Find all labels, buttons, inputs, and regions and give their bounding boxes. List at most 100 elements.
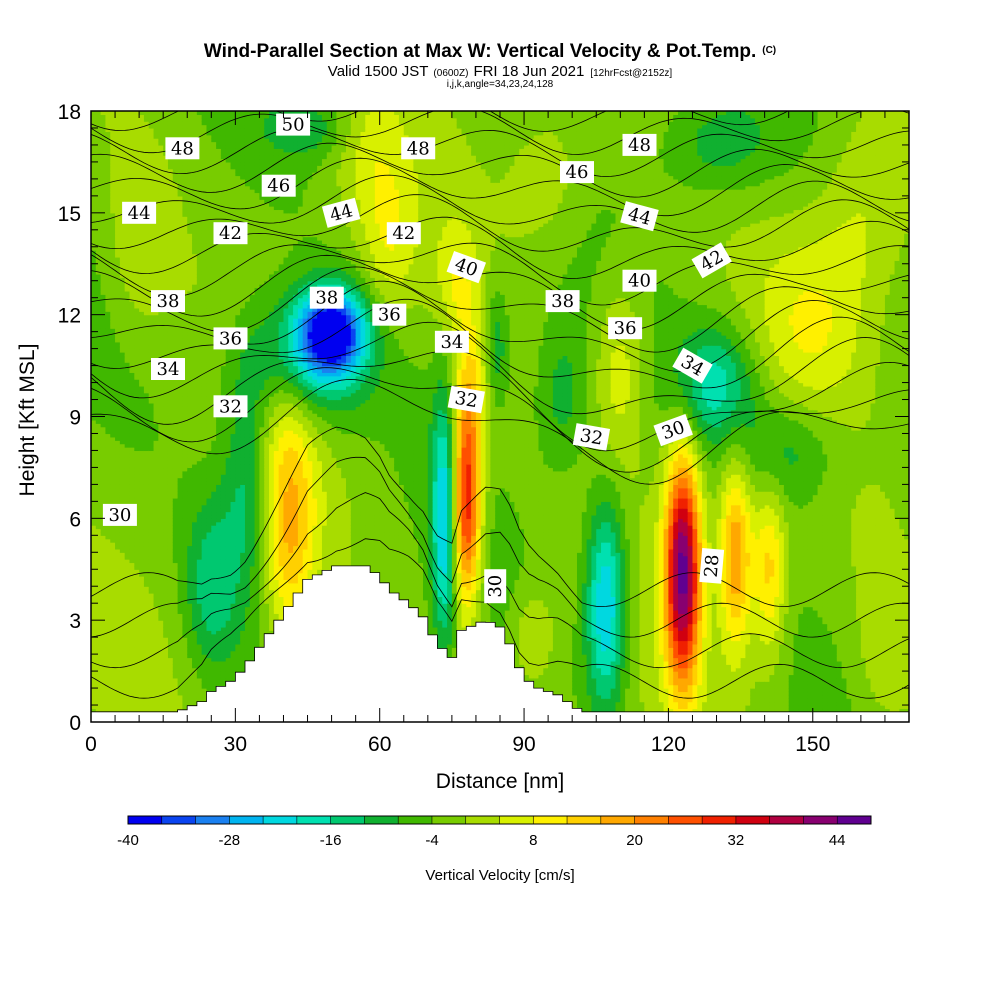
velocity-cell xyxy=(115,376,120,380)
velocity-cell xyxy=(134,352,139,356)
velocity-cell xyxy=(125,162,130,166)
velocity-cell xyxy=(168,515,173,519)
velocity-cell xyxy=(144,338,149,342)
velocity-cell xyxy=(139,345,144,349)
velocity-cell xyxy=(149,254,154,258)
velocity-cell xyxy=(187,590,192,594)
velocity-cell xyxy=(192,467,197,471)
velocity-cell xyxy=(139,332,144,336)
velocity-cell xyxy=(216,138,221,142)
velocity-cell xyxy=(163,607,168,611)
velocity-cell xyxy=(163,529,168,533)
velocity-cell xyxy=(120,444,125,448)
velocity-cell xyxy=(197,545,202,549)
velocity-cell xyxy=(192,522,197,526)
velocity-cell xyxy=(173,332,178,336)
velocity-cell xyxy=(105,484,110,488)
velocity-cell xyxy=(115,118,120,122)
velocity-cell xyxy=(192,118,197,122)
velocity-cell xyxy=(139,566,144,570)
velocity-cell xyxy=(96,423,101,427)
velocity-cell xyxy=(110,467,115,471)
velocity-cell xyxy=(187,535,192,539)
velocity-cell xyxy=(139,515,144,519)
velocity-cell xyxy=(91,681,96,685)
velocity-cell xyxy=(206,474,211,478)
velocity-cell xyxy=(129,498,134,502)
velocity-cell xyxy=(197,674,202,678)
velocity-cell xyxy=(129,658,134,662)
velocity-cell xyxy=(168,413,173,417)
velocity-cell xyxy=(144,596,149,600)
velocity-cell xyxy=(125,352,130,356)
velocity-cell xyxy=(105,430,110,434)
velocity-cell xyxy=(110,498,115,502)
velocity-cell xyxy=(221,491,226,495)
velocity-cell xyxy=(129,576,134,580)
velocity-cell xyxy=(129,596,134,600)
velocity-cell xyxy=(221,423,226,427)
velocity-cell xyxy=(202,260,207,264)
velocity-cell xyxy=(173,260,178,264)
velocity-cell xyxy=(168,125,173,129)
velocity-cell xyxy=(221,515,226,519)
velocity-cell xyxy=(173,515,178,519)
velocity-cell xyxy=(216,315,221,319)
velocity-cell xyxy=(202,467,207,471)
velocity-cell xyxy=(182,566,187,570)
velocity-cell xyxy=(178,620,183,624)
velocity-cell xyxy=(202,474,207,478)
velocity-cell xyxy=(168,393,173,397)
velocity-cell xyxy=(91,613,96,617)
velocity-cell xyxy=(168,284,173,288)
velocity-cell xyxy=(120,192,125,196)
velocity-cell xyxy=(115,209,120,213)
velocity-cell xyxy=(134,529,139,533)
velocity-cell xyxy=(202,566,207,570)
velocity-cell xyxy=(178,467,183,471)
velocity-cell xyxy=(144,637,149,641)
velocity-cell xyxy=(187,505,192,509)
velocity-cell xyxy=(211,461,216,465)
velocity-cell xyxy=(96,148,101,152)
velocity-cell xyxy=(96,627,101,631)
velocity-cell xyxy=(163,651,168,655)
velocity-cell xyxy=(91,155,96,159)
velocity-cell xyxy=(216,681,221,685)
velocity-cell xyxy=(105,498,110,502)
velocity-cell xyxy=(163,658,168,662)
velocity-cell xyxy=(221,583,226,587)
velocity-cell xyxy=(168,596,173,600)
velocity-cell xyxy=(154,254,159,258)
velocity-cell xyxy=(139,474,144,478)
velocity-cell xyxy=(216,216,221,220)
velocity-cell xyxy=(149,230,154,234)
velocity-cell xyxy=(182,576,187,580)
velocity-cell xyxy=(139,454,144,458)
velocity-cell xyxy=(139,607,144,611)
velocity-cell xyxy=(125,590,130,594)
velocity-cell xyxy=(110,552,115,556)
velocity-cell xyxy=(206,559,211,563)
velocity-cell xyxy=(158,315,163,319)
velocity-cell xyxy=(110,658,115,662)
velocity-cell xyxy=(115,552,120,556)
velocity-cell xyxy=(168,247,173,251)
velocity-cell xyxy=(129,583,134,587)
velocity-cell xyxy=(216,284,221,288)
velocity-cell xyxy=(158,131,163,135)
velocity-cell xyxy=(101,254,106,258)
velocity-cell xyxy=(91,637,96,641)
velocity-cell xyxy=(149,383,154,387)
velocity-cell xyxy=(216,454,221,458)
velocity-cell xyxy=(187,498,192,502)
velocity-cell xyxy=(178,505,183,509)
velocity-cell xyxy=(163,430,168,434)
velocity-cell xyxy=(134,192,139,196)
velocity-cell xyxy=(163,321,168,325)
velocity-cell xyxy=(221,505,226,509)
velocity-cell xyxy=(216,376,221,380)
velocity-cell xyxy=(139,406,144,410)
velocity-cell xyxy=(211,362,216,366)
velocity-cell xyxy=(139,545,144,549)
